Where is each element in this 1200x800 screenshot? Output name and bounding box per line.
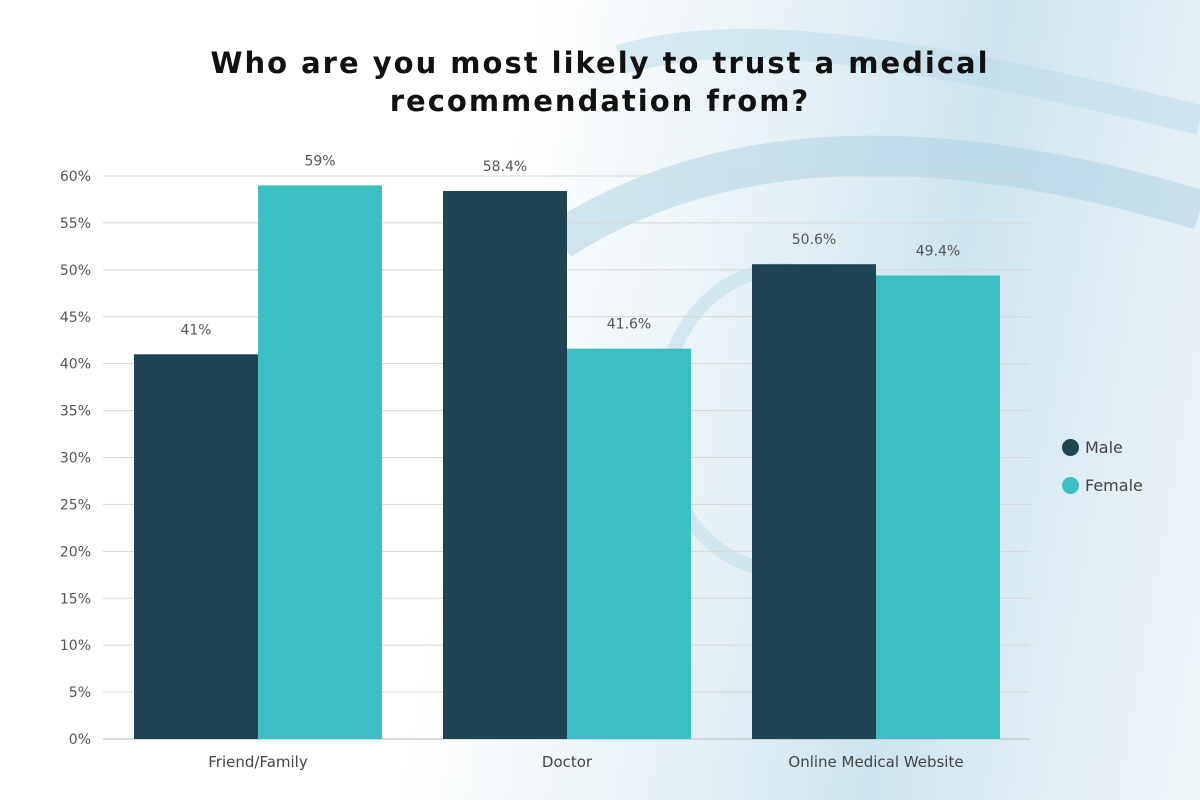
y-tick-label: 10% bbox=[60, 638, 91, 654]
bar-female bbox=[567, 348, 691, 739]
bar-male bbox=[134, 354, 258, 739]
legend-item-male: Male bbox=[1062, 438, 1123, 457]
bar-female bbox=[258, 185, 382, 740]
legend-label-female: Female bbox=[1085, 476, 1143, 495]
y-tick-label: 35% bbox=[60, 404, 91, 420]
x-tick-label: Doctor bbox=[542, 753, 593, 771]
data-label: 58.4% bbox=[483, 159, 527, 175]
data-label: 59% bbox=[304, 153, 335, 169]
y-tick-label: 15% bbox=[60, 591, 91, 607]
chart-title: Who are you most likely to trust a medic… bbox=[0, 44, 1200, 120]
chart-title-line-2: recommendation from? bbox=[389, 84, 811, 118]
x-tick-label: Friend/Family bbox=[208, 753, 308, 771]
y-tick-label: 50% bbox=[60, 263, 91, 279]
x-tick-label: Online Medical Website bbox=[788, 753, 963, 771]
chart-title-line-1: Who are you most likely to trust a medic… bbox=[210, 46, 990, 80]
y-tick-label: 45% bbox=[60, 310, 91, 326]
data-label: 50.6% bbox=[792, 232, 836, 248]
legend-swatch-male bbox=[1062, 439, 1079, 456]
y-tick-label: 5% bbox=[69, 685, 91, 701]
y-tick-label: 20% bbox=[60, 544, 91, 560]
bar-male bbox=[443, 191, 567, 740]
y-tick-label: 55% bbox=[60, 216, 91, 232]
data-label: 41% bbox=[180, 322, 211, 338]
y-tick-label: 60% bbox=[60, 169, 91, 185]
legend-item-female: Female bbox=[1062, 476, 1143, 495]
y-tick-label: 40% bbox=[60, 357, 91, 373]
y-tick-label: 30% bbox=[60, 451, 91, 467]
y-tick-label: 0% bbox=[69, 732, 91, 748]
data-label: 41.6% bbox=[607, 317, 651, 333]
bar-female bbox=[876, 275, 1000, 739]
y-tick-label: 25% bbox=[60, 497, 91, 513]
legend-swatch-female bbox=[1062, 477, 1079, 494]
bar-male bbox=[752, 264, 876, 739]
legend-label-male: Male bbox=[1085, 438, 1123, 457]
data-label: 49.4% bbox=[916, 243, 960, 259]
